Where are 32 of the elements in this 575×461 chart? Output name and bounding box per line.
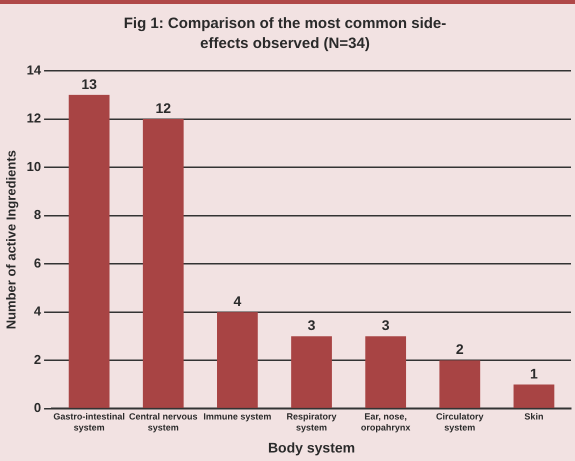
y-tick-label: 2 (34, 352, 42, 367)
data-label: 12 (155, 100, 172, 116)
bar (514, 384, 554, 408)
y-tick-label: 14 (26, 62, 42, 78)
bar (142, 119, 184, 408)
x-axis-title: Body system (268, 439, 356, 456)
y-tick-label: 12 (26, 110, 42, 126)
bar (365, 336, 406, 408)
x-tick-label: Circulatory system (436, 411, 484, 432)
x-tick-label: Gastro-intestinal system (53, 411, 125, 432)
x-tick-label: Respiratory system (286, 411, 337, 432)
y-tick-label: 4 (34, 304, 42, 319)
data-label: 1 (530, 365, 538, 382)
data-label: 2 (456, 341, 464, 358)
bar (291, 336, 332, 408)
bar (217, 312, 258, 408)
data-label: 3 (308, 317, 316, 334)
data-label: 4 (233, 292, 242, 309)
bar (68, 94, 110, 408)
x-tick-label: Immune system (203, 411, 272, 422)
chart-title: Fig 1: Comparison of the most common side-effects observed (N=34) (122, 14, 448, 54)
x-tick-label: Central nervous system (128, 411, 198, 432)
y-axis-title: Number of active Ingredients (3, 150, 18, 330)
x-tick-label: Ear, nose, oropahrynx (360, 411, 410, 432)
y-tick-label: 10 (26, 158, 42, 174)
x-tick-label: Skin (524, 411, 544, 422)
data-label: 13 (81, 76, 98, 92)
bar (439, 360, 480, 408)
y-tick-label: 8 (34, 207, 42, 222)
y-tick-label: 6 (34, 255, 42, 270)
y-tick-label: 0 (34, 400, 42, 416)
data-label: 3 (382, 317, 390, 334)
